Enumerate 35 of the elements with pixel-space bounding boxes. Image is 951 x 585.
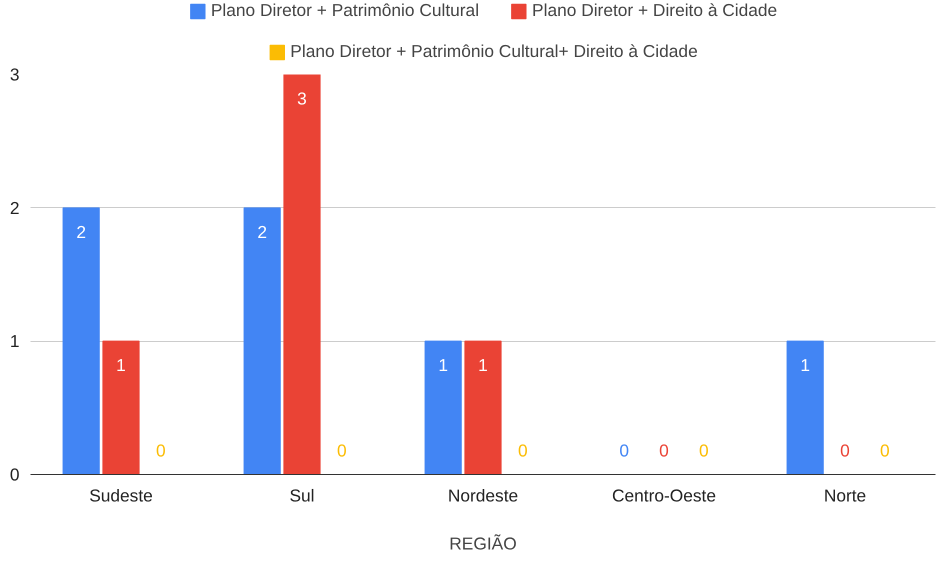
- data-label: 0: [156, 440, 166, 460]
- x-axis-title: REGIÃO: [449, 534, 517, 554]
- x-tick-label: Centro-Oeste: [612, 486, 716, 506]
- data-label: 1: [438, 355, 448, 376]
- bar: [244, 207, 281, 474]
- data-label: 1: [116, 355, 126, 376]
- x-tick-label: Nordeste: [448, 486, 518, 506]
- data-label: 2: [257, 222, 267, 242]
- bar: [464, 340, 502, 474]
- y-tick-label: 2: [10, 198, 20, 218]
- x-tick-label: Norte: [824, 486, 866, 506]
- legend-label: Plano Diretor + Patrimônio Cultural: [210, 0, 480, 21]
- bar: [62, 207, 100, 474]
- data-label: 0: [619, 440, 629, 460]
- data-label: 1: [800, 355, 810, 376]
- bar: [102, 340, 140, 474]
- bar: [424, 340, 462, 474]
- data-label: 0: [659, 440, 669, 460]
- legend-label: Plano Diretor + Patrimônio Cultural+ Direito à Cidade: [290, 41, 698, 62]
- x-tick-label: Sul: [289, 486, 315, 506]
- data-label: 0: [699, 440, 709, 460]
- data-label: 0: [880, 440, 890, 460]
- data-label: 3: [297, 88, 307, 108]
- data-label: 1: [478, 355, 488, 376]
- y-tick-label: 1: [10, 331, 20, 352]
- data-label: 0: [337, 440, 347, 460]
- bar: [786, 340, 824, 474]
- legend-label: Plano Diretor + Direito à Cidade: [532, 0, 778, 21]
- y-tick-label: 0: [10, 464, 20, 484]
- x-tick-label: Sudeste: [89, 486, 153, 506]
- y-tick-label: 3: [10, 64, 20, 84]
- data-label: 0: [518, 440, 528, 460]
- data-label: 0: [840, 440, 850, 460]
- data-label: 2: [76, 222, 86, 242]
- bar: [283, 74, 321, 474]
